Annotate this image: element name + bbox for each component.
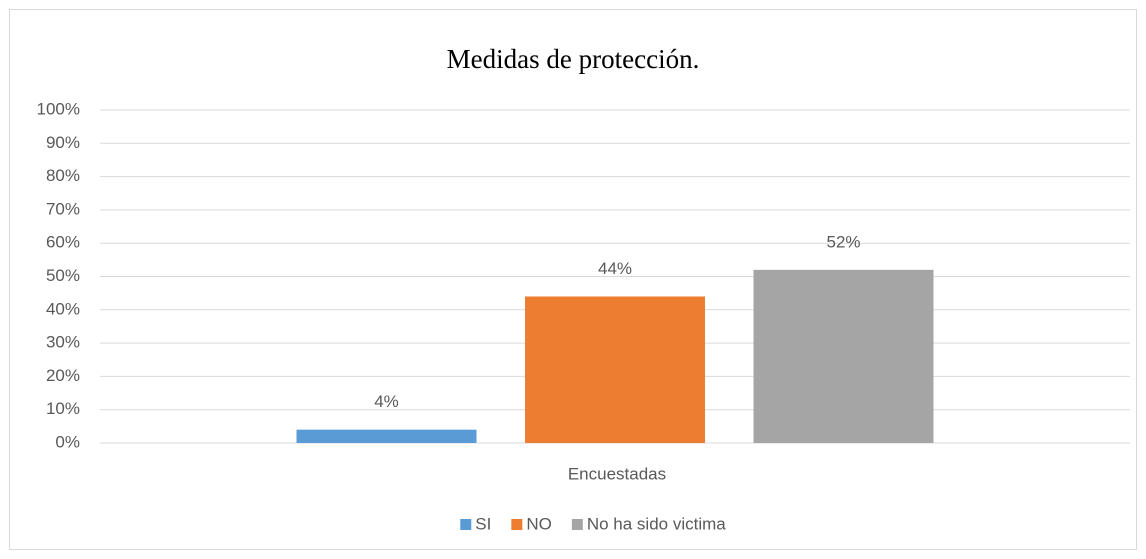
legend-swatch xyxy=(511,519,523,530)
legend-label: NO xyxy=(526,514,552,533)
legend-swatch xyxy=(460,519,472,530)
data-label: 52% xyxy=(826,232,860,251)
bar xyxy=(753,269,934,443)
y-tick-label: 30% xyxy=(46,333,80,352)
y-tick-label: 50% xyxy=(46,266,80,285)
chart-border xyxy=(9,9,1137,550)
legend-label: SI xyxy=(475,514,491,533)
legend-label: No ha sido victima xyxy=(587,514,726,533)
data-label: 44% xyxy=(598,259,632,278)
y-tick-label: 80% xyxy=(46,166,80,185)
y-tick-label: 70% xyxy=(46,199,80,218)
y-tick-label: 10% xyxy=(46,399,80,418)
y-tick-label: 100% xyxy=(37,99,80,118)
y-tick-label: 60% xyxy=(46,233,80,252)
bar xyxy=(296,429,477,443)
legend-swatch xyxy=(571,519,583,530)
x-tick-label: Encuestadas xyxy=(568,464,666,483)
y-tick-label: 20% xyxy=(46,366,80,385)
y-tick-label: 0% xyxy=(55,432,80,451)
y-tick-label: 90% xyxy=(46,133,80,152)
bar xyxy=(525,296,705,443)
y-tick-label: 40% xyxy=(46,299,80,318)
chart-title: Medidas de protección. xyxy=(447,44,700,74)
data-label: 4% xyxy=(374,392,399,411)
